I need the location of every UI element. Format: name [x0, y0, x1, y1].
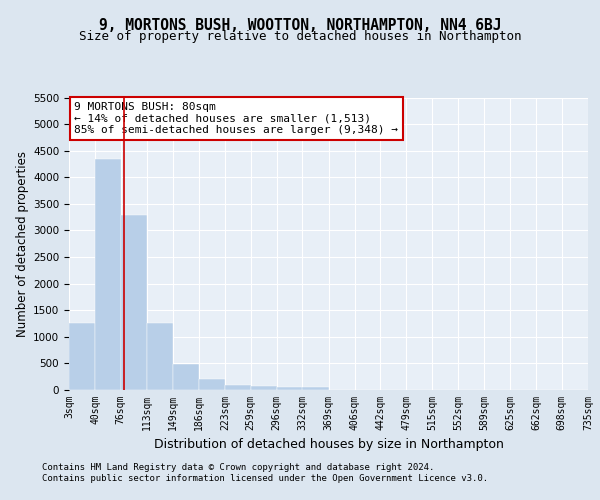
Bar — [173, 364, 199, 390]
Text: Contains public sector information licensed under the Open Government Licence v3: Contains public sector information licen… — [42, 474, 488, 483]
Bar — [277, 387, 303, 390]
Bar — [302, 388, 329, 390]
Bar — [69, 323, 95, 390]
Bar — [225, 384, 251, 390]
Bar — [251, 386, 277, 390]
Bar — [121, 214, 147, 390]
Bar — [199, 379, 225, 390]
Text: 9 MORTONS BUSH: 80sqm
← 14% of detached houses are smaller (1,513)
85% of semi-d: 9 MORTONS BUSH: 80sqm ← 14% of detached … — [74, 102, 398, 135]
Text: Size of property relative to detached houses in Northampton: Size of property relative to detached ho… — [79, 30, 521, 43]
X-axis label: Distribution of detached houses by size in Northampton: Distribution of detached houses by size … — [154, 438, 503, 452]
Y-axis label: Number of detached properties: Number of detached properties — [16, 151, 29, 337]
Text: 9, MORTONS BUSH, WOOTTON, NORTHAMPTON, NN4 6BJ: 9, MORTONS BUSH, WOOTTON, NORTHAMPTON, N… — [99, 18, 501, 32]
Bar — [147, 323, 173, 390]
Text: Contains HM Land Registry data © Crown copyright and database right 2024.: Contains HM Land Registry data © Crown c… — [42, 462, 434, 471]
Bar — [95, 158, 121, 390]
